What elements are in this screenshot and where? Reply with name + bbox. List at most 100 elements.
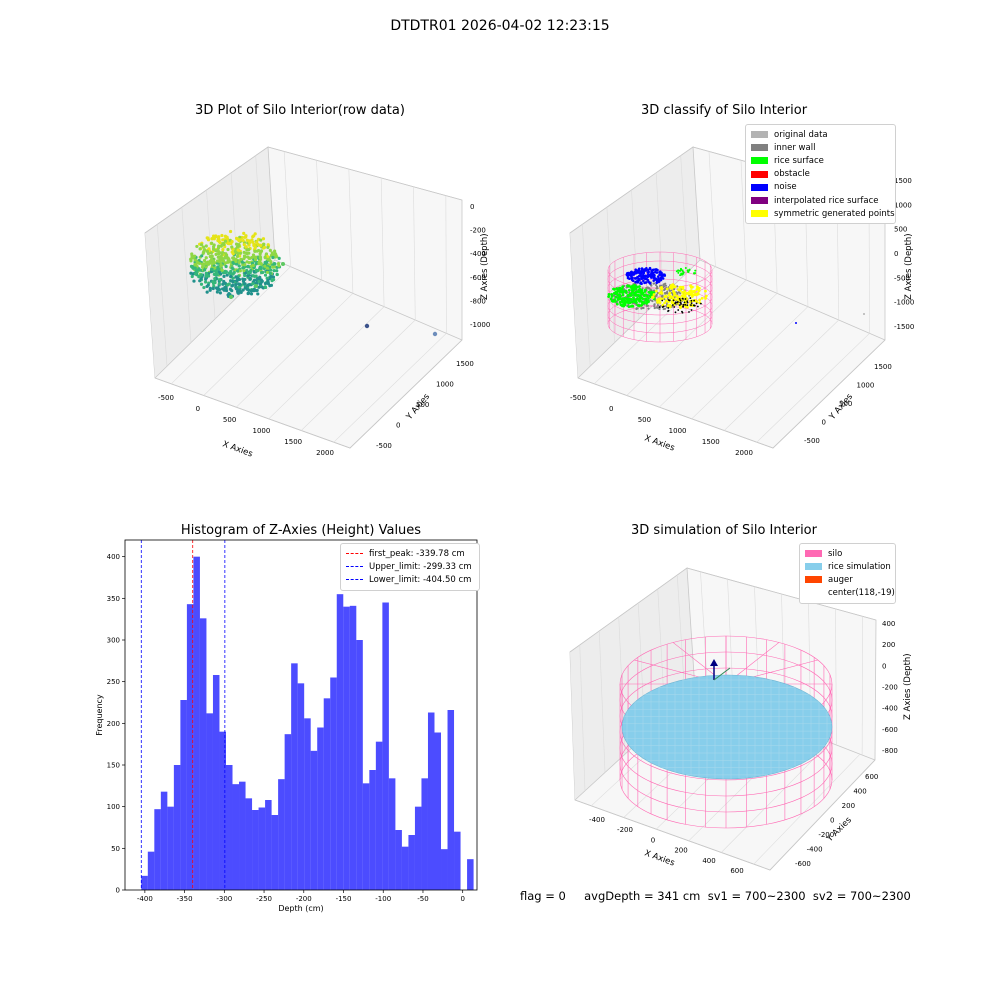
classified-point xyxy=(628,301,632,305)
cloud-point xyxy=(226,247,230,252)
classified-point xyxy=(623,300,627,304)
classified-point xyxy=(686,304,689,307)
cloud-point xyxy=(210,237,214,241)
cloud-point xyxy=(201,245,206,249)
classified-point xyxy=(690,302,693,305)
z-tick-label: -800 xyxy=(882,747,898,755)
cloud-point xyxy=(262,242,266,246)
cloud-point xyxy=(259,282,263,286)
cloud-point xyxy=(253,232,257,236)
z-tick-label: -500 xyxy=(894,274,910,282)
cloud-point xyxy=(217,270,221,274)
panel2-x-ticks: -500 0 500 1000 1500 2000 xyxy=(570,394,753,457)
classified-point xyxy=(689,289,692,293)
classified-point xyxy=(629,271,633,274)
classified-point xyxy=(656,304,660,307)
x-tick-label: 0 xyxy=(460,895,464,903)
cloud-point xyxy=(272,278,276,282)
classified-point xyxy=(648,294,652,298)
classified-point xyxy=(640,300,644,304)
classified-point xyxy=(651,296,654,300)
classified-point xyxy=(655,285,659,288)
cloud-point xyxy=(275,272,279,277)
x-tick-label: 0 xyxy=(609,405,613,413)
x-tick-label: 1500 xyxy=(284,438,302,446)
classified-point xyxy=(648,267,652,271)
classified-point xyxy=(704,294,708,298)
panel2-xlabel: X Axies xyxy=(643,433,676,453)
y-tick-label: 200 xyxy=(842,802,855,810)
cloud-point xyxy=(364,323,370,329)
cloud-point xyxy=(251,288,255,292)
cloud-point xyxy=(265,266,269,270)
cloud-point xyxy=(269,268,273,272)
legend-label: silo xyxy=(828,548,843,559)
cloud-point xyxy=(262,245,267,250)
z-tick-label: -1000 xyxy=(894,299,914,307)
histogram-bar xyxy=(336,594,344,890)
histogram-bar xyxy=(388,778,396,890)
classified-point xyxy=(667,307,670,309)
histogram-bar xyxy=(362,783,370,890)
z-tick-label: -200 xyxy=(882,684,898,692)
cloud-point xyxy=(205,249,210,253)
cloud-point xyxy=(266,245,270,249)
cloud-point xyxy=(211,234,216,238)
classified-point xyxy=(689,284,693,288)
panel2-zlabel: Z Axies (Depth) xyxy=(904,233,914,300)
cloud-point xyxy=(273,255,277,259)
cloud-point xyxy=(235,279,239,283)
classified-point xyxy=(639,282,642,285)
legend-label: noise xyxy=(774,182,797,193)
classified-point xyxy=(680,273,683,276)
classified-point xyxy=(671,297,675,300)
cloud-point xyxy=(222,274,226,278)
cloud-point xyxy=(193,266,197,270)
classified-point xyxy=(693,299,696,302)
cloud-point xyxy=(206,260,210,264)
y-tick-label: 400 xyxy=(853,788,866,796)
cloud-point xyxy=(206,283,210,287)
cloud-point xyxy=(271,265,275,269)
legend-entry: original data xyxy=(751,128,890,141)
classified-point xyxy=(683,299,687,303)
cloud-point xyxy=(238,238,242,242)
classified-point xyxy=(634,277,638,280)
cloud-point xyxy=(256,242,260,247)
classified-point xyxy=(645,267,648,270)
classified-point xyxy=(640,303,644,306)
classified-point xyxy=(642,294,646,298)
classified-point xyxy=(621,299,625,302)
cloud-point xyxy=(268,248,272,252)
cloud-point xyxy=(225,237,229,241)
classified-point xyxy=(618,290,622,294)
cloud-point xyxy=(218,278,222,282)
y-tick-label: 500 xyxy=(416,401,429,409)
classified-point xyxy=(678,304,681,307)
classified-point xyxy=(664,282,667,285)
histogram-bar xyxy=(141,875,148,890)
z-tick-label: -200 xyxy=(470,227,486,235)
x-tick-label: 500 xyxy=(638,416,651,424)
legend-swatch xyxy=(346,579,363,581)
legend-label: obstacle xyxy=(774,169,810,180)
cloud-point xyxy=(234,287,238,291)
histogram-bar xyxy=(154,809,161,890)
cloud-point xyxy=(202,285,206,290)
classified-point xyxy=(684,303,687,306)
classified-point xyxy=(639,272,642,276)
cloud-point xyxy=(223,286,227,290)
classified-point xyxy=(646,273,650,276)
cloud-point xyxy=(255,240,259,244)
classified-point xyxy=(667,299,670,301)
classified-point xyxy=(652,289,656,292)
panel2-grid xyxy=(582,151,870,443)
status-text: flag = 0 avgDepth = 341 cm sv1 = 700~230… xyxy=(520,889,911,903)
x-tick-label: -500 xyxy=(570,394,586,402)
panel4-auger xyxy=(710,659,731,681)
classified-point xyxy=(633,270,637,274)
classified-point xyxy=(679,299,682,302)
cloud-point xyxy=(202,258,207,263)
classified-point xyxy=(644,269,648,272)
cloud-point xyxy=(191,272,195,276)
